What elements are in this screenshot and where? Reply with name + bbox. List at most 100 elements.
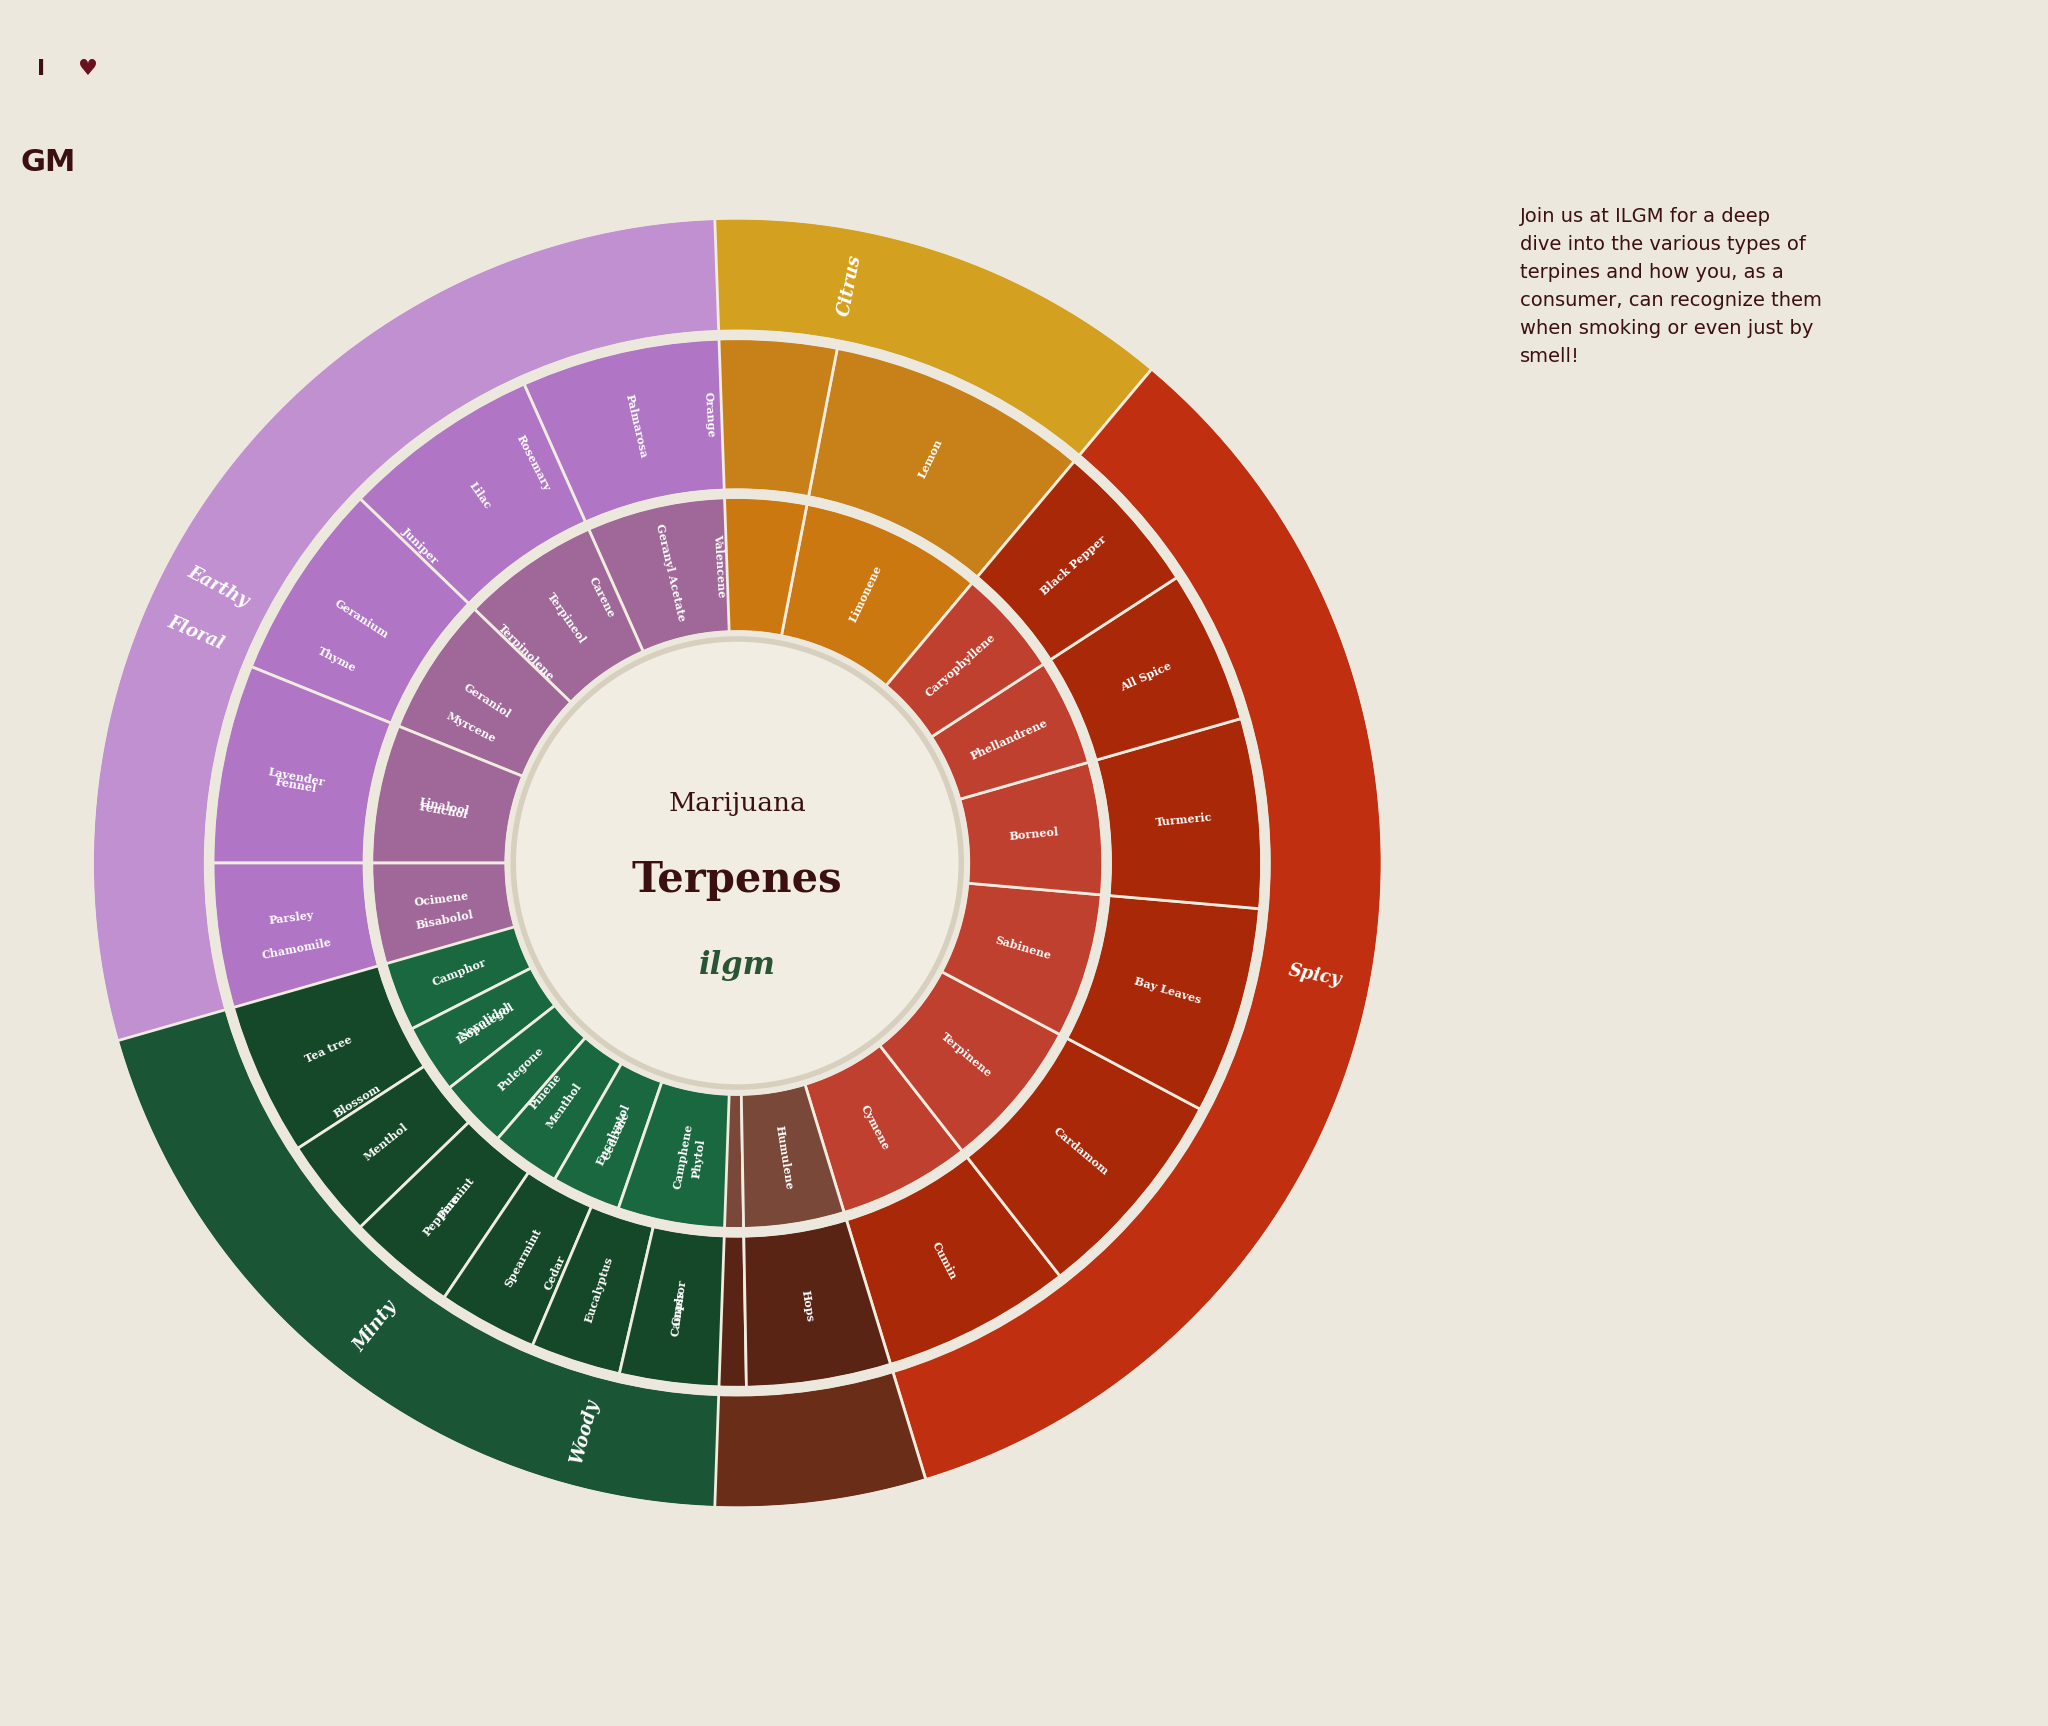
Polygon shape: [782, 504, 973, 685]
Polygon shape: [539, 217, 1151, 456]
Polygon shape: [258, 1219, 926, 1509]
Polygon shape: [805, 1046, 963, 1213]
Polygon shape: [592, 1222, 745, 1388]
Text: Nerolidol: Nerolidol: [457, 1001, 512, 1041]
Text: All Spice: All Spice: [1118, 661, 1174, 694]
Polygon shape: [397, 949, 565, 1108]
Polygon shape: [213, 701, 383, 849]
Text: Menthol: Menthol: [545, 1082, 584, 1131]
Text: Camphor: Camphor: [670, 1279, 688, 1338]
Text: Palmarosa: Palmarosa: [623, 392, 649, 459]
Text: Cedar: Cedar: [543, 1253, 567, 1293]
Polygon shape: [977, 461, 1178, 659]
Text: Lilac: Lilac: [467, 480, 494, 511]
Text: Citrus: Citrus: [836, 254, 864, 318]
Text: Terpinene: Terpinene: [938, 1030, 993, 1079]
Polygon shape: [475, 528, 643, 702]
Polygon shape: [412, 968, 555, 1087]
Polygon shape: [297, 1067, 469, 1227]
Text: Hops: Hops: [799, 1289, 815, 1322]
Polygon shape: [250, 499, 469, 723]
Text: Pulegone: Pulegone: [496, 1044, 545, 1093]
Polygon shape: [459, 1179, 635, 1367]
Polygon shape: [637, 1086, 743, 1229]
Text: Menthol: Menthol: [362, 1122, 410, 1163]
Polygon shape: [532, 1206, 653, 1374]
Text: Fenchol: Fenchol: [418, 801, 469, 822]
Text: Parsley: Parsley: [268, 910, 315, 925]
Text: Earthy: Earthy: [184, 563, 252, 611]
Polygon shape: [575, 338, 838, 509]
Text: Join us at ILGM for a deep
dive into the various types of
terpines and how you, : Join us at ILGM for a deep dive into the…: [1520, 207, 1823, 366]
Polygon shape: [213, 844, 379, 1008]
Polygon shape: [213, 863, 391, 1060]
Polygon shape: [213, 666, 391, 863]
Text: Pinene: Pinene: [528, 1072, 563, 1112]
Polygon shape: [524, 338, 725, 523]
Polygon shape: [92, 250, 573, 1041]
Polygon shape: [389, 647, 551, 792]
Text: Minty: Minty: [350, 1298, 399, 1355]
Text: GM: GM: [20, 148, 76, 176]
Text: Camphene: Camphene: [672, 1124, 694, 1189]
Text: Sabinene: Sabinene: [993, 934, 1053, 961]
Text: Marijuana: Marijuana: [668, 791, 807, 816]
Text: Phytol: Phytol: [690, 1139, 707, 1179]
Polygon shape: [618, 1082, 729, 1229]
Polygon shape: [371, 863, 522, 999]
Polygon shape: [887, 583, 1044, 737]
Text: Limonene: Limonene: [848, 563, 885, 623]
Text: Caryophyllene: Caryophyllene: [924, 632, 997, 699]
Circle shape: [514, 639, 961, 1087]
Polygon shape: [385, 927, 530, 1029]
Text: Cymene: Cymene: [858, 1103, 891, 1153]
Polygon shape: [588, 497, 729, 652]
Text: Ocimene: Ocimene: [414, 891, 469, 908]
Text: Carene: Carene: [588, 575, 616, 620]
Polygon shape: [879, 972, 1061, 1151]
Text: Terpinolene: Terpinolene: [496, 621, 557, 682]
Polygon shape: [360, 383, 586, 604]
Text: Woody: Woody: [567, 1398, 602, 1465]
Polygon shape: [449, 1005, 586, 1139]
Text: Grass: Grass: [672, 1289, 686, 1326]
Text: Fennel: Fennel: [274, 777, 317, 794]
Polygon shape: [543, 1060, 674, 1215]
Text: Rosemary: Rosemary: [514, 433, 553, 494]
Text: Terpenes: Terpenes: [633, 860, 842, 901]
Text: Floral: Floral: [164, 613, 227, 652]
Polygon shape: [522, 514, 666, 677]
Polygon shape: [932, 665, 1090, 799]
Polygon shape: [618, 1227, 725, 1388]
Text: Tea tree: Tea tree: [303, 1034, 354, 1065]
Text: Myrcene: Myrcene: [444, 711, 498, 744]
Text: Orange: Orange: [702, 392, 717, 438]
Polygon shape: [1096, 718, 1262, 908]
Polygon shape: [348, 1113, 541, 1308]
Polygon shape: [958, 763, 1104, 894]
Polygon shape: [498, 1037, 623, 1181]
Polygon shape: [92, 217, 719, 1294]
Polygon shape: [250, 1003, 461, 1213]
Text: Humulene: Humulene: [774, 1125, 795, 1191]
Polygon shape: [233, 967, 424, 1150]
Polygon shape: [440, 568, 602, 727]
Text: Lemon: Lemon: [915, 437, 944, 480]
Text: Phellandrene: Phellandrene: [969, 716, 1049, 761]
Text: Juniper: Juniper: [399, 525, 440, 566]
Text: Geranium: Geranium: [332, 597, 389, 640]
Text: Terpineol: Terpineol: [545, 590, 588, 646]
Text: Isopulegol: Isopulegol: [455, 1001, 516, 1046]
Text: Pine: Pine: [436, 1193, 463, 1220]
Text: Linalool: Linalool: [418, 796, 471, 816]
Polygon shape: [117, 1010, 719, 1509]
Polygon shape: [397, 609, 571, 777]
Polygon shape: [846, 1156, 1061, 1365]
Polygon shape: [465, 1018, 614, 1174]
Polygon shape: [741, 1084, 844, 1229]
Polygon shape: [238, 554, 436, 747]
Polygon shape: [444, 1172, 592, 1346]
Text: Geranyl Acetate: Geranyl Acetate: [653, 523, 686, 621]
Polygon shape: [360, 1122, 528, 1298]
Text: Eucalyptus: Eucalyptus: [584, 1255, 614, 1324]
